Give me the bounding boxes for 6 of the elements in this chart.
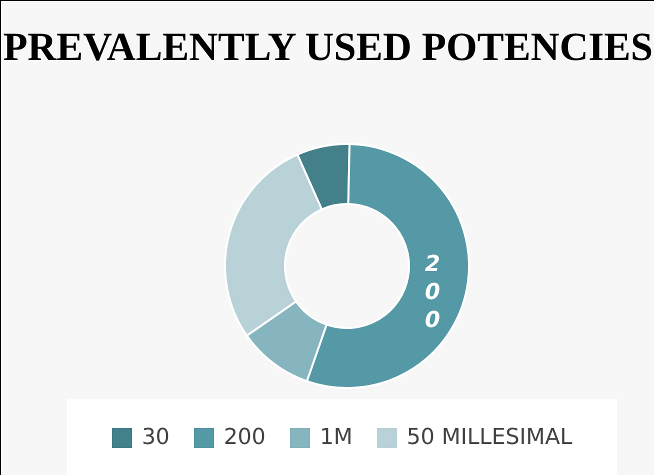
slice-label: 200: [424, 251, 442, 336]
chart-title: PREVALENTLY USED POTENCIES: [2, 23, 654, 71]
legend-label: 30: [142, 425, 170, 450]
legend-label: 1M: [320, 425, 353, 450]
legend-label: 200: [224, 425, 266, 450]
legend-label: 50 MILLESIMAL: [406, 425, 572, 450]
